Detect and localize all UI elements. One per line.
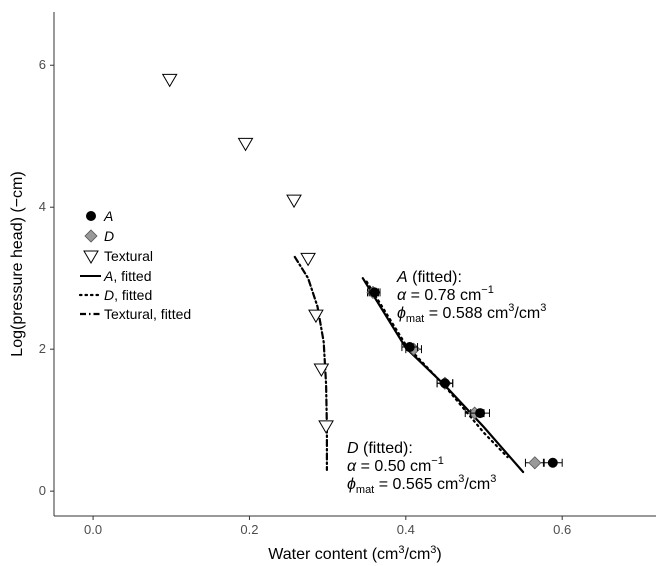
data-point-a bbox=[475, 408, 486, 419]
legend-symbol-circle bbox=[86, 211, 96, 221]
data-point-textural bbox=[300, 252, 316, 267]
annotation-d-phi-text: = 0.565 cm bbox=[374, 476, 458, 493]
annotation-a-head-italic: A bbox=[396, 269, 408, 286]
annotation-a-head: A (fitted): bbox=[396, 269, 462, 286]
legend-label-d-fitted-suffix: , fitted bbox=[114, 287, 152, 303]
annotation-d-head-italic: D bbox=[347, 440, 359, 457]
y-tick-label: 0 bbox=[39, 483, 46, 498]
annotation-a-phi-symbol: ϕ bbox=[397, 305, 406, 322]
legend-label-d-fitted: D, fitted bbox=[104, 287, 152, 303]
data-point-textural bbox=[286, 194, 302, 209]
ticks: 0.0 0.2 0.4 0.6 0 2 4 6 bbox=[39, 57, 571, 537]
fitted-line-dashdot bbox=[293, 255, 328, 471]
legend: A D Textural A, fitted D, fitted Textura… bbox=[78, 208, 191, 322]
x-tick-label: 0.4 bbox=[397, 522, 415, 537]
annotation-a-alpha-symbol: α bbox=[397, 287, 407, 304]
data-point-textural bbox=[161, 73, 178, 88]
x-axis-title-prefix: Water content (cm bbox=[268, 546, 398, 563]
x-axis-title: Water content (cm3/cm3) bbox=[268, 544, 441, 563]
annotation-d-fitted: D (fitted): α = 0.50 cm−1 ϕmat = 0.565 c… bbox=[347, 440, 496, 496]
legend-label-textural-fitted: Textural, fitted bbox=[104, 306, 191, 322]
annotation-d-phi-symbol: ϕ bbox=[347, 476, 356, 493]
annotation-a-phi-sup1: 3 bbox=[508, 302, 514, 314]
legend-label-textural: Textural bbox=[104, 248, 153, 264]
data-point-textural bbox=[318, 420, 334, 434]
legend-item-d-fitted: D, fitted bbox=[78, 287, 152, 303]
annotation-a-phi: ϕmat = 0.588 cm3/cm3 bbox=[397, 302, 546, 325]
annotation-d-alpha-exp: −1 bbox=[431, 455, 444, 467]
annotation-a-phi-text: = 0.588 cm bbox=[424, 305, 508, 322]
annotation-a-alpha-text: = 0.78 cm bbox=[406, 287, 481, 304]
annotation-d-phi-sub: mat bbox=[356, 484, 374, 496]
annotation-a-alpha: α = 0.78 cm−1 bbox=[397, 284, 494, 304]
x-tick-label: 0.2 bbox=[240, 522, 258, 537]
data-point-a bbox=[369, 287, 380, 298]
legend-item-d: D bbox=[84, 228, 114, 244]
legend-item-a: A bbox=[86, 208, 113, 224]
annotation-a-fitted: A (fitted): α = 0.78 cm−1 ϕmat = 0.588 c… bbox=[396, 269, 546, 325]
axes bbox=[53, 12, 656, 517]
legend-label-d-fitted-italic: D bbox=[104, 287, 114, 303]
data-points bbox=[161, 73, 563, 470]
annotation-d-phi-sup2: 3 bbox=[490, 473, 496, 485]
legend-label-d: D bbox=[104, 228, 114, 244]
legend-label-a-fitted-italic: A bbox=[103, 268, 113, 284]
annotation-d-alpha: α = 0.50 cm−1 bbox=[347, 455, 444, 475]
x-tick-label: 0.0 bbox=[84, 522, 102, 537]
x-axis-title-sup2: 3 bbox=[430, 544, 436, 556]
annotation-a-phi-sup2: 3 bbox=[540, 302, 546, 314]
legend-item-textural-fitted: Textural, fitted bbox=[80, 306, 191, 322]
annotation-a-head-rest: (fitted): bbox=[408, 269, 462, 286]
annotation-d-phi-mid: /cm bbox=[464, 476, 490, 493]
annotation-d-phi-sup1: 3 bbox=[458, 473, 464, 485]
annotation-d-alpha-text: = 0.50 cm bbox=[356, 458, 431, 475]
annotation-d-head-rest: (fitted): bbox=[359, 440, 413, 457]
x-tick-label: 0.6 bbox=[553, 522, 571, 537]
legend-label-a-fitted: A, fitted bbox=[103, 268, 151, 284]
legend-label-a: A bbox=[103, 208, 113, 224]
annotation-a-phi-sub: mat bbox=[406, 313, 424, 325]
annotation-d-head: D (fitted): bbox=[347, 440, 413, 457]
y-tick-label: 6 bbox=[39, 57, 46, 72]
x-axis-title-sup1: 3 bbox=[398, 544, 404, 556]
legend-item-a-fitted: A, fitted bbox=[80, 268, 151, 284]
x-axis-title-mid: /cm bbox=[405, 546, 431, 563]
data-point-a bbox=[404, 342, 415, 353]
data-point-textural bbox=[313, 363, 330, 378]
data-point-a bbox=[547, 457, 558, 468]
x-axis-title-suffix: ) bbox=[436, 546, 441, 563]
legend-label-a-fitted-suffix: , fitted bbox=[113, 268, 151, 284]
data-point-d bbox=[528, 456, 542, 470]
data-point-a bbox=[439, 378, 450, 389]
y-axis-title: Log(pressure head) (−cm) bbox=[9, 171, 26, 356]
annotation-a-alpha-exp: −1 bbox=[481, 284, 494, 296]
y-tick-label: 2 bbox=[39, 341, 46, 356]
data-point-textural bbox=[308, 309, 324, 324]
annotation-d-phi: ϕmat = 0.565 cm3/cm3 bbox=[347, 473, 496, 496]
y-tick-label: 4 bbox=[39, 199, 46, 214]
legend-symbol-triangle-down bbox=[83, 250, 99, 264]
annotation-a-phi-mid: /cm bbox=[514, 305, 540, 322]
data-point-textural bbox=[237, 137, 254, 152]
legend-symbol-diamond bbox=[84, 229, 98, 243]
legend-item-textural: Textural bbox=[83, 248, 153, 264]
annotation-d-alpha-symbol: α bbox=[347, 458, 357, 475]
